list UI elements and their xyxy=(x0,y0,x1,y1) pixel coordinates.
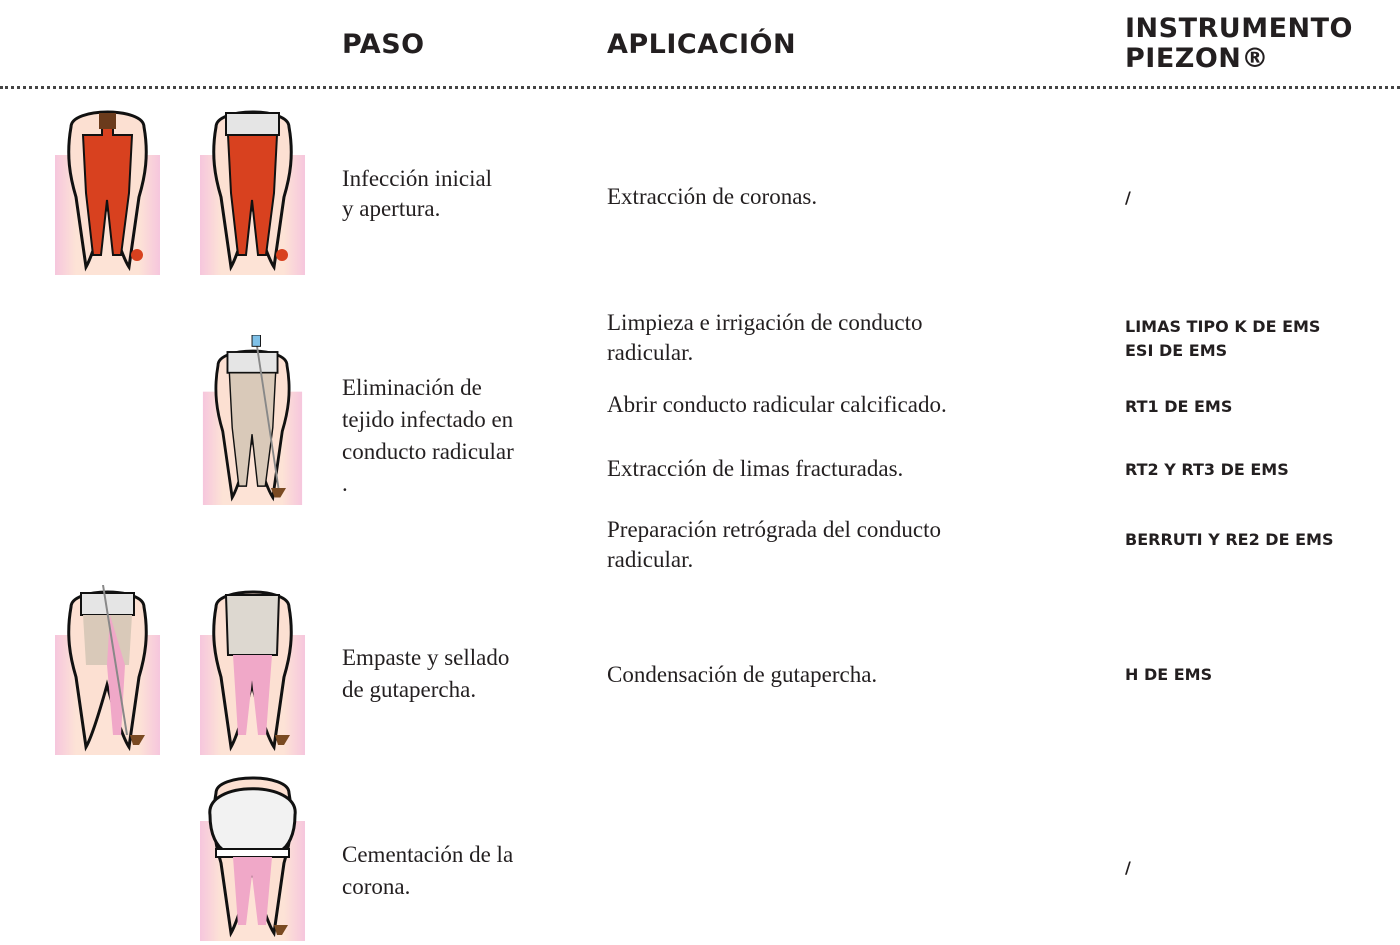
tooth-illustration xyxy=(200,776,305,943)
application-text: radicular. xyxy=(607,547,694,572)
tooth-illustration xyxy=(55,585,160,755)
application-text: Limpieza e irrigación de conducto xyxy=(607,310,923,335)
step-text: Eliminación de xyxy=(342,375,482,400)
instrument-text: H DE EMS xyxy=(1125,665,1213,684)
instrument-text: / xyxy=(1125,188,1131,207)
step-text: Empaste y sellado xyxy=(342,645,510,670)
application-text: Abrir conducto radicular calcificado. xyxy=(607,392,947,417)
step-text: . xyxy=(342,471,348,496)
step-text: tejido infectado en xyxy=(342,407,514,432)
divider xyxy=(0,86,1400,89)
application-text: Preparación retrógrada del conducto xyxy=(607,517,941,542)
tooth-illustration xyxy=(200,110,305,275)
instrument-text: BERRUTI Y RE2 DE EMS xyxy=(1125,530,1334,549)
step-text: y apertura. xyxy=(342,196,441,221)
tooth-illustration xyxy=(200,590,305,755)
tooth-illustration xyxy=(201,335,304,505)
instrument-text: / xyxy=(1125,858,1131,877)
instrument-text: RT1 DE EMS xyxy=(1125,397,1233,416)
application-text: Extracción de limas fracturadas. xyxy=(607,456,904,481)
instrument-text: RT2 Y RT3 DE EMS xyxy=(1125,460,1289,479)
application-text: radicular. xyxy=(607,340,694,365)
instrument-text: LIMAS TIPO K DE EMS xyxy=(1125,317,1321,336)
tooth-illustration xyxy=(55,110,160,275)
instrument-text: ESI DE EMS xyxy=(1125,341,1228,360)
step-text: Cementación de la xyxy=(342,842,514,867)
step-text: de gutapercha. xyxy=(342,677,477,702)
application-text: Condensación de gutapercha. xyxy=(607,662,878,687)
step-text: conducto radicular xyxy=(342,439,514,464)
step-text: corona. xyxy=(342,874,411,899)
step-text: Infección inicial xyxy=(342,166,493,191)
header-application: APLICACIÓN xyxy=(607,29,797,60)
header-instrument: INSTRUMENTO xyxy=(1125,13,1353,44)
header-instrument: PIEZON® xyxy=(1125,43,1269,74)
application-text: Extracción de coronas. xyxy=(607,184,818,209)
header-step: PASO xyxy=(342,29,425,60)
